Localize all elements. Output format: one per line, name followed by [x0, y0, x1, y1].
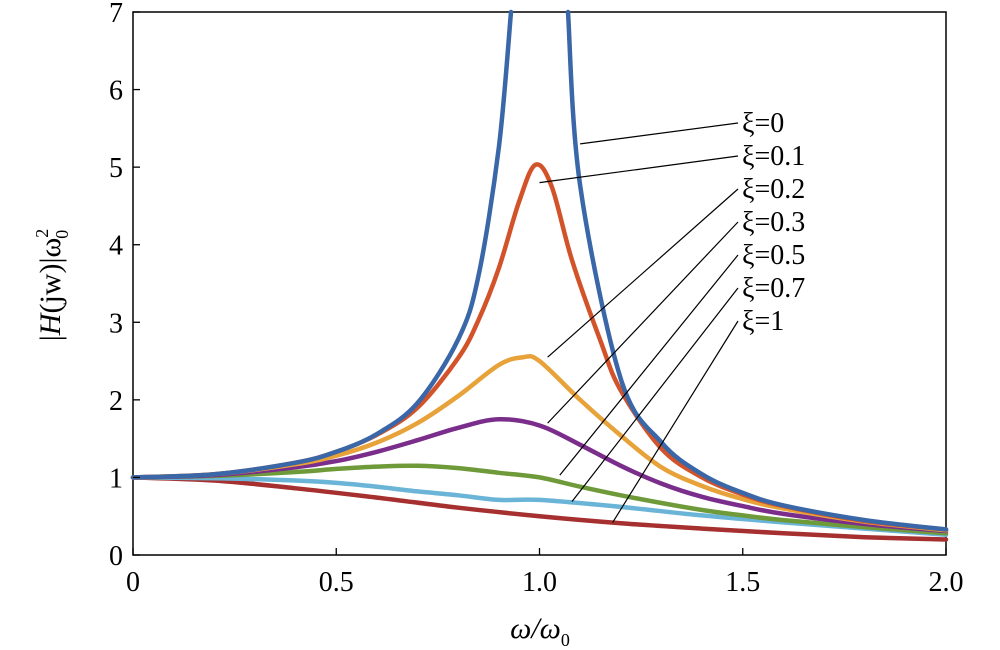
series-line-zeta-0-right: [565, 9, 949, 532]
series-line-zeta-0-left: [130, 9, 514, 480]
y-tick-label-4: 4: [109, 231, 123, 262]
leader-layer: [539, 122, 739, 523]
series-label-4: ξ=0.5: [742, 240, 805, 271]
series-label-5: ξ=0.7: [742, 273, 805, 304]
series-label-2: ξ=0.2: [742, 174, 805, 205]
x-tick-label-1: 0.5: [319, 567, 354, 598]
y-tick-label-7: 7: [109, 0, 123, 29]
leader-line-3: [547, 221, 739, 424]
x-axis-label: ω/ω0: [510, 612, 570, 650]
series-label-3: ξ=0.3: [742, 207, 805, 238]
y-axis-label: |H(jw)|ω20: [32, 229, 72, 341]
tick-layer: 0 0.5 1.0 1.5 2.0 0 1 2 3 4 5 6 7: [109, 0, 964, 598]
label-layer: ξ=0ξ=0.1ξ=0.2ξ=0.3ξ=0.5ξ=0.7ξ=1: [742, 108, 805, 337]
series-line-zeta-1: [130, 475, 949, 542]
y-tick-label-2: 2: [109, 386, 123, 417]
leader-line-6: [612, 320, 739, 523]
y-tick-label-0: 0: [109, 541, 123, 572]
leader-line-1: [539, 155, 739, 184]
series-line-zeta-0-2: [130, 353, 949, 533]
leader-line-0: [580, 122, 739, 145]
series-line-zeta-0-3: [130, 417, 949, 534]
x-tick-label-2: 1.0: [522, 567, 557, 598]
y-tick-label-1: 1: [109, 463, 123, 494]
y-tick-label-6: 6: [109, 76, 123, 107]
series-label-6: ξ=1: [742, 306, 784, 337]
y-tick-label-5: 5: [109, 153, 123, 184]
x-tick-label-4: 2.0: [929, 567, 964, 598]
leader-line-2: [547, 188, 739, 358]
series-layer: [130, 9, 949, 542]
y-tick-label-3: 3: [109, 308, 123, 339]
series-label-0: ξ=0: [742, 108, 784, 139]
series-label-1: ξ=0.1: [742, 141, 805, 172]
x-tick-label-0: 0: [126, 567, 140, 598]
x-tick-label-3: 1.5: [725, 567, 760, 598]
series-line-zeta-0-5: [130, 463, 949, 536]
leader-line-5: [571, 287, 739, 502]
series-line-zeta-0-7: [130, 475, 949, 538]
leader-line-4: [559, 254, 739, 476]
